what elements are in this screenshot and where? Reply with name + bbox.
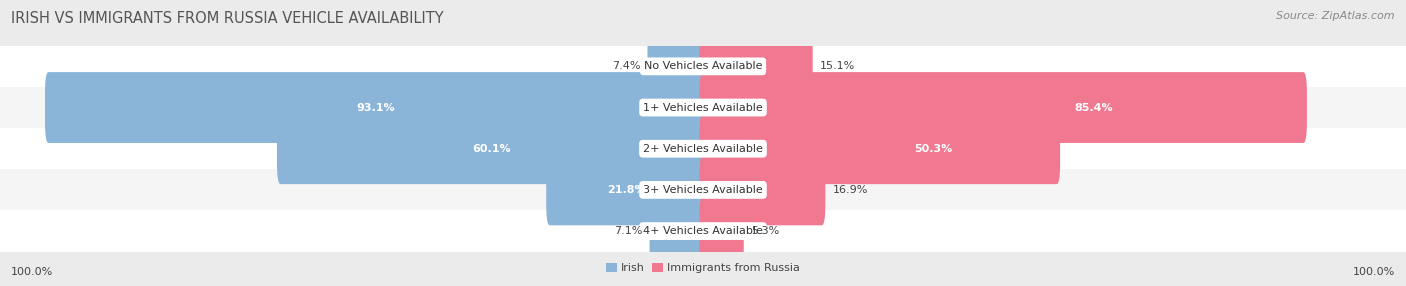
Text: 21.8%: 21.8% [607,185,645,195]
Legend: Irish, Immigrants from Russia: Irish, Immigrants from Russia [602,258,804,278]
Text: 1+ Vehicles Available: 1+ Vehicles Available [643,103,763,112]
FancyBboxPatch shape [546,154,707,225]
Text: 16.9%: 16.9% [832,185,868,195]
Text: 100.0%: 100.0% [11,267,53,277]
Text: 15.1%: 15.1% [820,61,855,71]
Text: 60.1%: 60.1% [472,144,510,154]
Text: 85.4%: 85.4% [1074,103,1112,112]
Text: 50.3%: 50.3% [914,144,952,154]
FancyBboxPatch shape [0,210,1406,252]
FancyBboxPatch shape [647,31,707,102]
FancyBboxPatch shape [700,72,1308,143]
FancyBboxPatch shape [0,87,1406,128]
FancyBboxPatch shape [277,113,707,184]
Text: 7.1%: 7.1% [614,226,643,236]
Text: 2+ Vehicles Available: 2+ Vehicles Available [643,144,763,154]
Text: 93.1%: 93.1% [357,103,395,112]
FancyBboxPatch shape [650,196,707,267]
Text: 5.3%: 5.3% [751,226,779,236]
Text: 4+ Vehicles Available: 4+ Vehicles Available [643,226,763,236]
Text: 7.4%: 7.4% [612,61,641,71]
FancyBboxPatch shape [0,128,1406,169]
FancyBboxPatch shape [700,154,825,225]
FancyBboxPatch shape [45,72,707,143]
Text: IRISH VS IMMIGRANTS FROM RUSSIA VEHICLE AVAILABILITY: IRISH VS IMMIGRANTS FROM RUSSIA VEHICLE … [11,11,444,26]
Text: 3+ Vehicles Available: 3+ Vehicles Available [643,185,763,195]
FancyBboxPatch shape [700,31,813,102]
Text: Source: ZipAtlas.com: Source: ZipAtlas.com [1277,11,1395,21]
FancyBboxPatch shape [0,169,1406,210]
FancyBboxPatch shape [700,196,744,267]
FancyBboxPatch shape [0,46,1406,87]
FancyBboxPatch shape [700,113,1060,184]
Text: No Vehicles Available: No Vehicles Available [644,61,762,71]
Text: 100.0%: 100.0% [1353,267,1395,277]
